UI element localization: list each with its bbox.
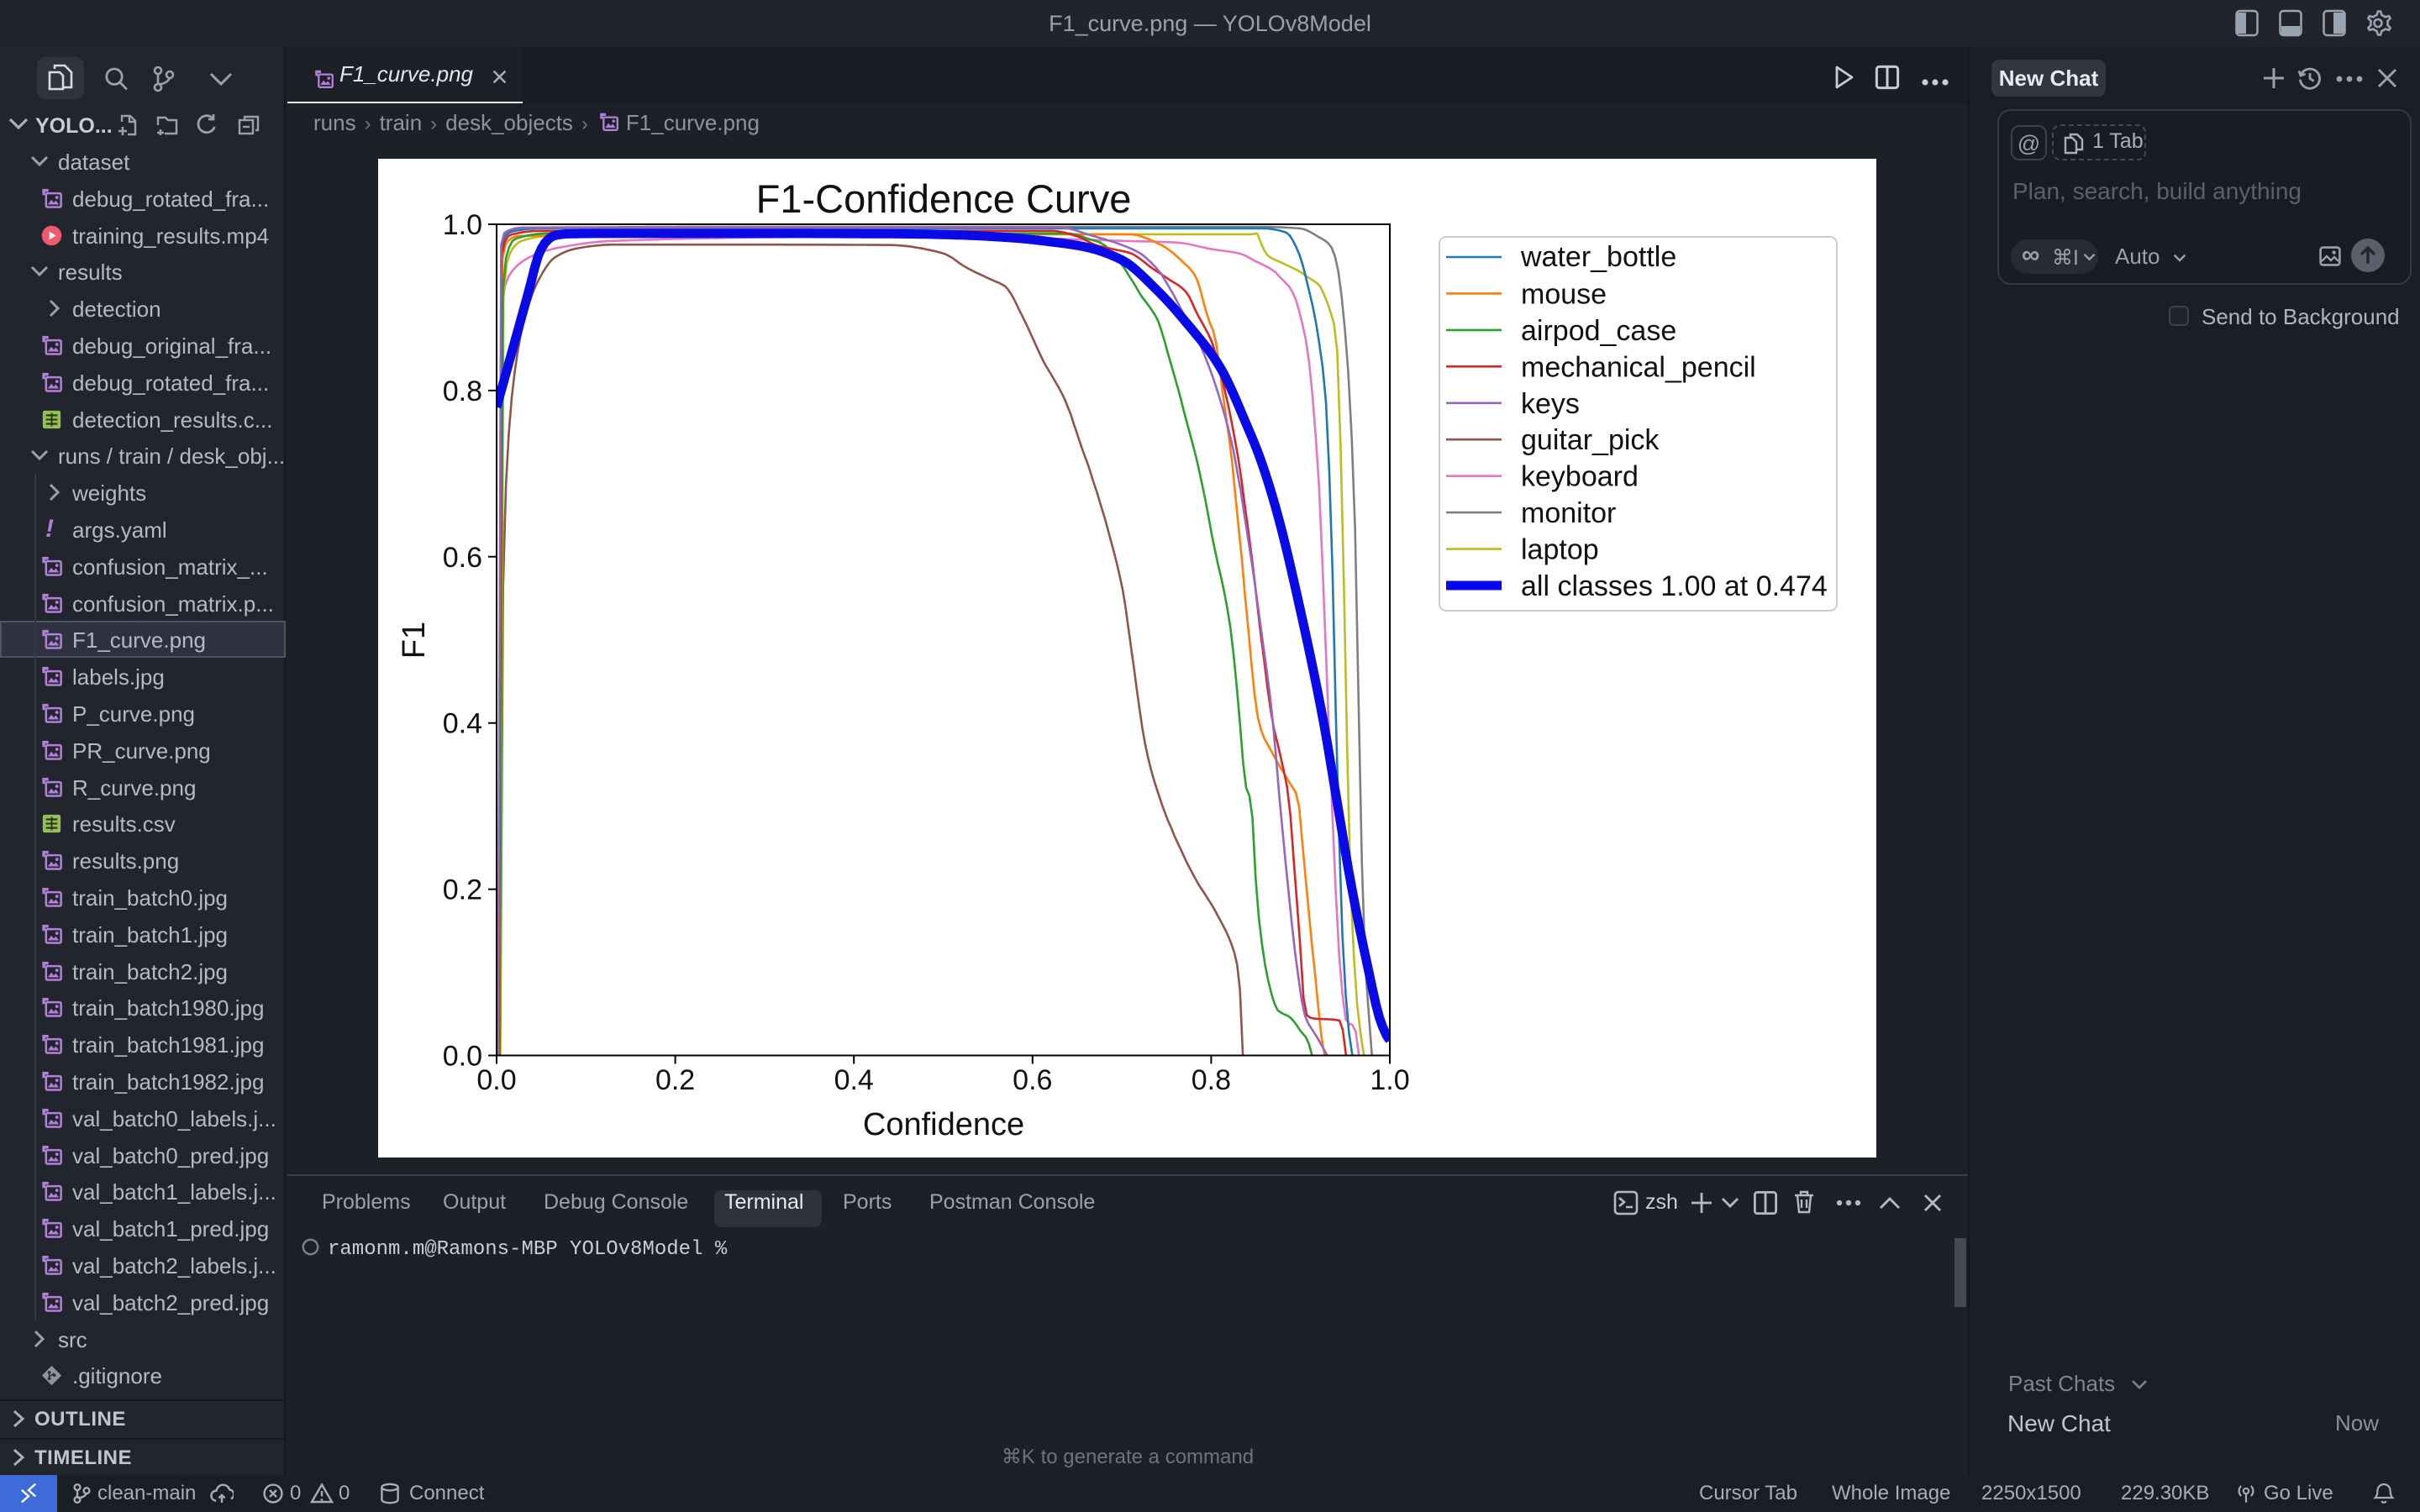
- svg-text:0.2: 0.2: [655, 1064, 695, 1096]
- svg-text:1.0: 1.0: [1370, 1064, 1409, 1096]
- svg-text:0.6: 0.6: [1013, 1064, 1052, 1096]
- svg-text:airpod_case: airpod_case: [1521, 315, 1676, 347]
- svg-text:guitar_pick: guitar_pick: [1521, 424, 1660, 456]
- svg-text:0.6: 0.6: [443, 542, 482, 574]
- svg-text:F1: F1: [397, 622, 432, 659]
- svg-text:0.4: 0.4: [443, 708, 482, 740]
- svg-text:0.0: 0.0: [443, 1041, 482, 1073]
- svg-text:Confidence: Confidence: [863, 1107, 1024, 1142]
- svg-text:mouse: mouse: [1521, 278, 1607, 310]
- svg-text:1.0: 1.0: [443, 209, 482, 241]
- svg-text:0.4: 0.4: [834, 1064, 874, 1096]
- svg-text:0.0: 0.0: [476, 1064, 516, 1096]
- svg-text:0.2: 0.2: [443, 874, 482, 906]
- svg-text:monitor: monitor: [1521, 497, 1616, 529]
- svg-text:mechanical_pencil: mechanical_pencil: [1521, 351, 1756, 383]
- svg-text:F1-Confidence Curve: F1-Confidence Curve: [756, 176, 1132, 221]
- svg-text:0.8: 0.8: [1192, 1064, 1231, 1096]
- svg-text:all classes 1.00 at 0.474: all classes 1.00 at 0.474: [1521, 570, 1828, 602]
- svg-text:laptop: laptop: [1521, 534, 1599, 566]
- svg-text:water_bottle: water_bottle: [1520, 241, 1676, 273]
- svg-text:keys: keys: [1521, 388, 1580, 420]
- svg-text:keyboard: keyboard: [1521, 461, 1639, 493]
- svg-text:0.8: 0.8: [443, 375, 482, 407]
